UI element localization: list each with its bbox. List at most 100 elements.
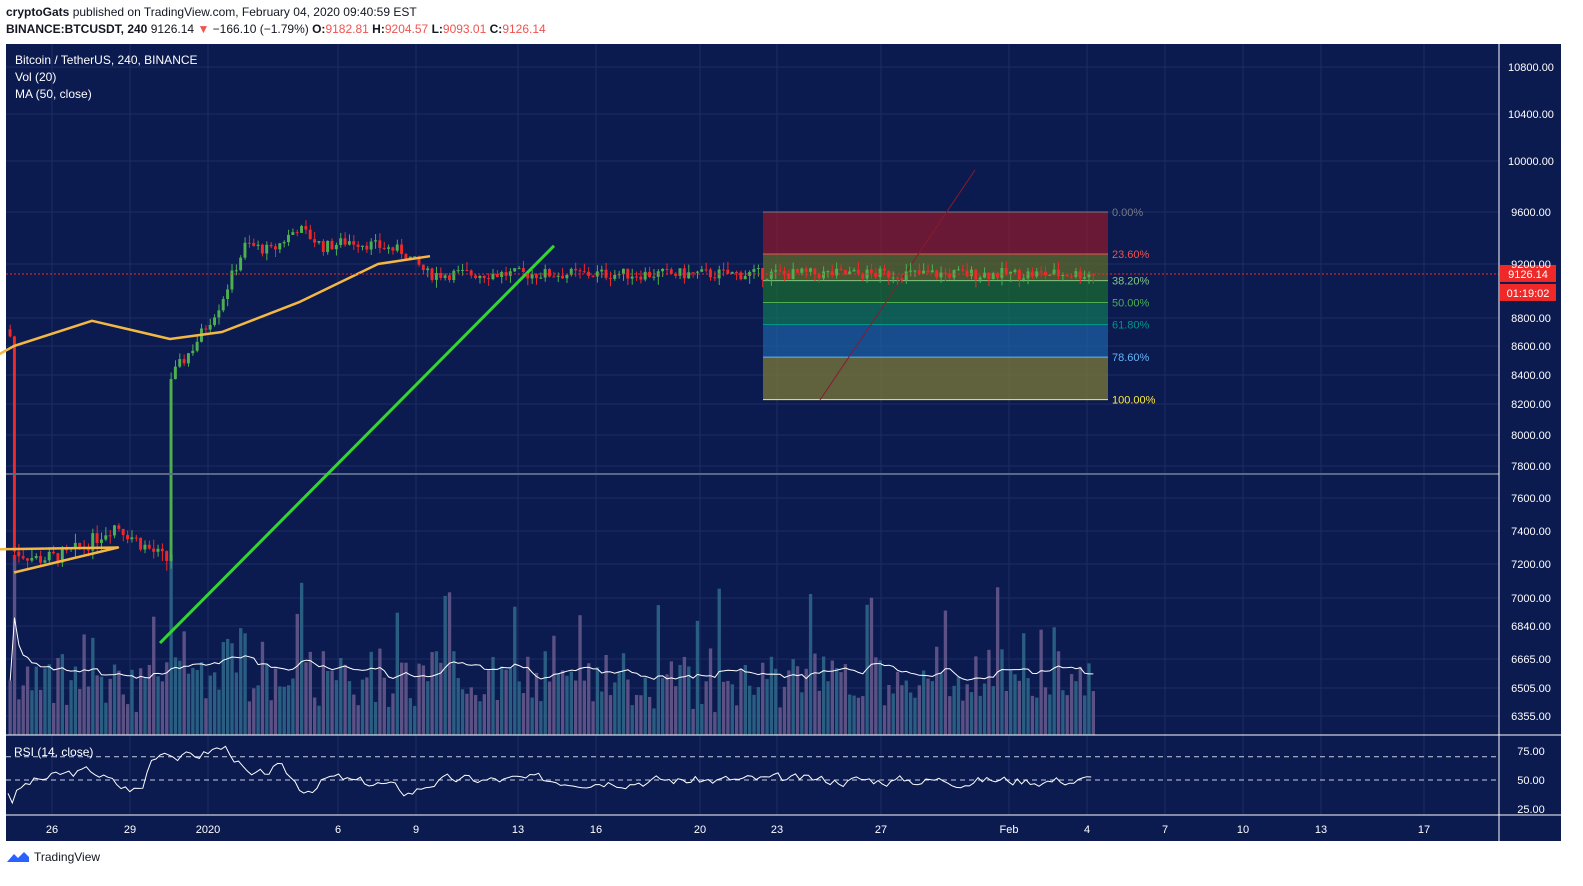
candle-body bbox=[965, 270, 969, 277]
candle-body bbox=[347, 241, 351, 245]
volume-bar bbox=[460, 689, 465, 735]
low-value: 9093.01 bbox=[442, 22, 487, 36]
candle-body bbox=[256, 244, 260, 246]
volume-bar bbox=[130, 669, 134, 735]
x-tick-label: 13 bbox=[1315, 824, 1327, 836]
volume-bar bbox=[574, 680, 578, 735]
volume-bar bbox=[104, 702, 108, 735]
volume-bar bbox=[513, 606, 517, 735]
candle-body bbox=[695, 271, 699, 273]
price-axis[interactable] bbox=[1499, 44, 1561, 841]
candle-body bbox=[778, 270, 782, 272]
candle-body bbox=[543, 269, 547, 278]
volume-bar bbox=[891, 693, 895, 735]
volume-bar bbox=[356, 705, 360, 735]
volume-bar bbox=[530, 697, 534, 735]
volume-bar bbox=[17, 699, 21, 735]
volume-bar bbox=[25, 666, 30, 735]
candle-body bbox=[234, 270, 238, 272]
volume-bar bbox=[922, 670, 926, 735]
candle-body bbox=[391, 247, 395, 251]
candle-body bbox=[304, 226, 308, 230]
volume-bar bbox=[882, 705, 887, 735]
y-tick-label: 7400.00 bbox=[1511, 526, 1551, 538]
candle-body bbox=[95, 533, 99, 543]
candle-body bbox=[617, 274, 621, 276]
volume-bar bbox=[1000, 649, 1004, 735]
volume-bar bbox=[774, 668, 778, 735]
candle-body bbox=[852, 269, 856, 272]
volume-bar bbox=[726, 680, 730, 735]
fib-level-label: 50.00% bbox=[1112, 297, 1150, 309]
candle-body bbox=[1056, 269, 1060, 277]
x-tick-label: Feb bbox=[1000, 824, 1019, 836]
volume-bar bbox=[717, 588, 721, 735]
legend-ma[interactable]: MA (50, close) bbox=[15, 87, 92, 101]
candle-body bbox=[722, 269, 725, 271]
volume-bar bbox=[108, 678, 112, 735]
quote-line: BINANCE:BTCUSDT, 240 9126.14 ▼ −166.10 (… bbox=[6, 22, 546, 36]
candle-body bbox=[1087, 274, 1091, 278]
volume-bar bbox=[308, 651, 312, 735]
candle-body bbox=[117, 525, 121, 529]
legend-vol[interactable]: Vol (20) bbox=[15, 70, 56, 84]
volume-bar bbox=[861, 696, 865, 735]
volume-bar bbox=[982, 683, 987, 735]
tradingview-logo[interactable]: TradingView bbox=[6, 850, 100, 864]
candle-body bbox=[548, 269, 551, 277]
candle-body bbox=[800, 268, 804, 273]
volume-bar bbox=[252, 688, 256, 735]
volume-bar bbox=[956, 677, 961, 735]
volume-bar bbox=[913, 697, 917, 735]
volume-bar bbox=[647, 696, 652, 735]
volume-bar bbox=[386, 706, 391, 735]
volume-bar bbox=[935, 646, 939, 735]
volume-bar bbox=[521, 693, 526, 735]
candle-body bbox=[930, 270, 934, 273]
volume-bar bbox=[617, 671, 621, 735]
time-axis[interactable] bbox=[6, 815, 1561, 841]
volume-bar bbox=[608, 695, 613, 735]
candle-body bbox=[813, 268, 817, 275]
volume-bar bbox=[630, 705, 634, 735]
volume-bar bbox=[756, 687, 761, 735]
candle-body bbox=[278, 243, 282, 250]
candle-body bbox=[447, 275, 451, 281]
symbol-label[interactable]: BINANCE:BTCUSDT, 240 bbox=[6, 22, 148, 36]
volume-bar bbox=[943, 610, 948, 735]
candle-body bbox=[430, 268, 434, 280]
volume-bar bbox=[539, 701, 543, 735]
candle-body bbox=[639, 276, 643, 280]
fib-level-label: 23.60% bbox=[1112, 249, 1150, 261]
volume-bar bbox=[1052, 627, 1056, 735]
volume-bar bbox=[395, 612, 399, 735]
volume-bar bbox=[347, 681, 352, 735]
fibonacci-retracement[interactable]: 0.00% 23.60% 38.20% 50.00% 61.80% 78.60% 100.0… bbox=[763, 169, 1156, 407]
volume-bar bbox=[626, 679, 630, 735]
candlesticks bbox=[8, 220, 1095, 571]
volume-bar bbox=[969, 692, 974, 735]
volume-bar bbox=[682, 656, 687, 735]
candle-body bbox=[1070, 276, 1073, 278]
volume-bar bbox=[408, 698, 413, 735]
candle-body bbox=[730, 272, 734, 274]
candle-body bbox=[173, 366, 177, 380]
author-name[interactable]: cryptoGats bbox=[6, 5, 70, 19]
candle-body bbox=[34, 556, 38, 559]
candle-body bbox=[809, 268, 812, 272]
candle-body bbox=[378, 240, 382, 248]
price-change: −166.10 (−1.79%) bbox=[212, 22, 309, 36]
fib-level-label: 100.00% bbox=[1112, 395, 1156, 407]
legend-title[interactable]: Bitcoin / TetherUS, 240, BINANCE bbox=[15, 53, 198, 67]
candle-body bbox=[469, 270, 473, 276]
candle-body bbox=[504, 272, 508, 276]
candle-body bbox=[417, 256, 421, 265]
volume-bar bbox=[256, 685, 260, 735]
candle-body bbox=[869, 269, 873, 273]
candle-body bbox=[983, 272, 986, 278]
legend-rsi[interactable]: RSI (14, close) bbox=[14, 745, 93, 759]
volume-bar bbox=[661, 678, 665, 735]
x-tick-label: 2020 bbox=[196, 824, 220, 836]
candle-body bbox=[17, 551, 21, 557]
